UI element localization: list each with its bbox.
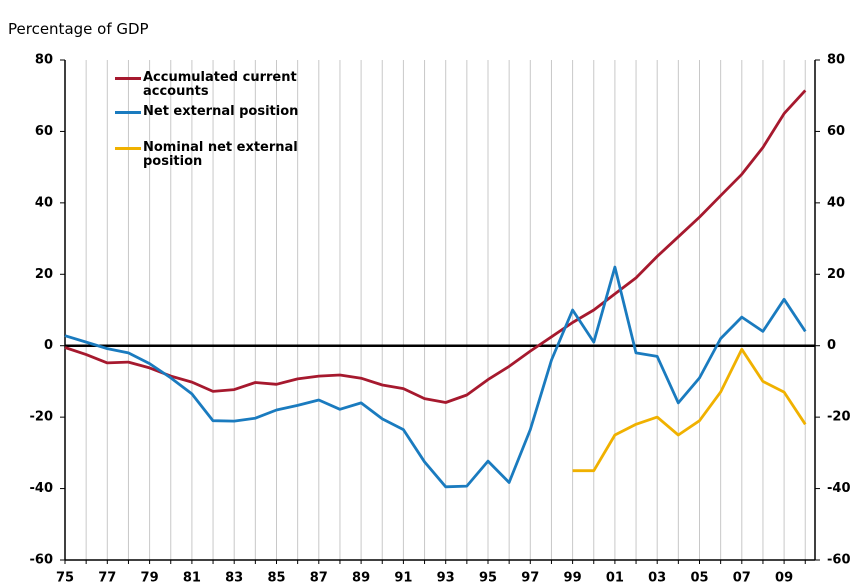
x-tick-label: 75 [56,571,74,586]
legend-label: Accumulated current accounts [143,70,297,99]
y2-tick-label: 60 [827,124,845,139]
x-tick-label: 03 [648,571,666,586]
x-tick-label: 89 [352,571,370,586]
x-tick-label: 81 [183,571,201,586]
y-tick-label: 40 [35,195,53,210]
x-tick-label: 09 [775,571,793,586]
axis-title: Percentage of GDP [8,20,149,38]
x-tick-label: 97 [521,571,539,586]
x-tick-label: 93 [437,571,455,586]
x-tick-label: 77 [98,571,116,586]
legend-swatch [115,111,141,114]
y-tick-label: 80 [35,53,53,68]
x-tick-label: 83 [225,571,243,586]
legend-entry: Accumulated current accounts [115,71,318,99]
legend-entry: Nominal net external position [115,141,318,169]
y-tick-label: -60 [30,553,54,568]
x-tick-label: 05 [690,571,708,586]
legend-label: Net external position [143,104,299,119]
x-tick-label: 85 [267,571,285,586]
legend-swatch [115,147,141,150]
x-tick-label: 87 [310,571,328,586]
y-tick-label: 20 [35,267,53,282]
legend-label: Nominal net external position [143,140,298,169]
x-tick-label: 07 [733,571,751,586]
y-tick-label: -20 [30,410,54,425]
x-tick-label: 99 [564,571,582,586]
series-line [572,347,807,473]
y2-tick-label: 0 [827,338,836,353]
x-tick-label: 95 [479,571,497,586]
x-tick-label: 01 [606,571,624,586]
legend-swatch [115,77,141,80]
x-tick-label: 79 [141,571,159,586]
y-tick-label: 60 [35,124,53,139]
series-line [64,265,807,489]
legend-entry: Net external position [115,105,318,119]
y2-tick-label: 20 [827,267,845,282]
y2-tick-label: -20 [827,410,851,425]
y2-tick-label: 40 [827,195,845,210]
series-line [64,89,807,404]
y-tick-label: -40 [30,481,54,496]
y2-tick-label: -60 [827,553,851,568]
y2-tick-label: 80 [827,53,845,68]
x-tick-label: 91 [394,571,412,586]
y-tick-label: 0 [44,338,53,353]
y2-tick-label: -40 [827,481,851,496]
